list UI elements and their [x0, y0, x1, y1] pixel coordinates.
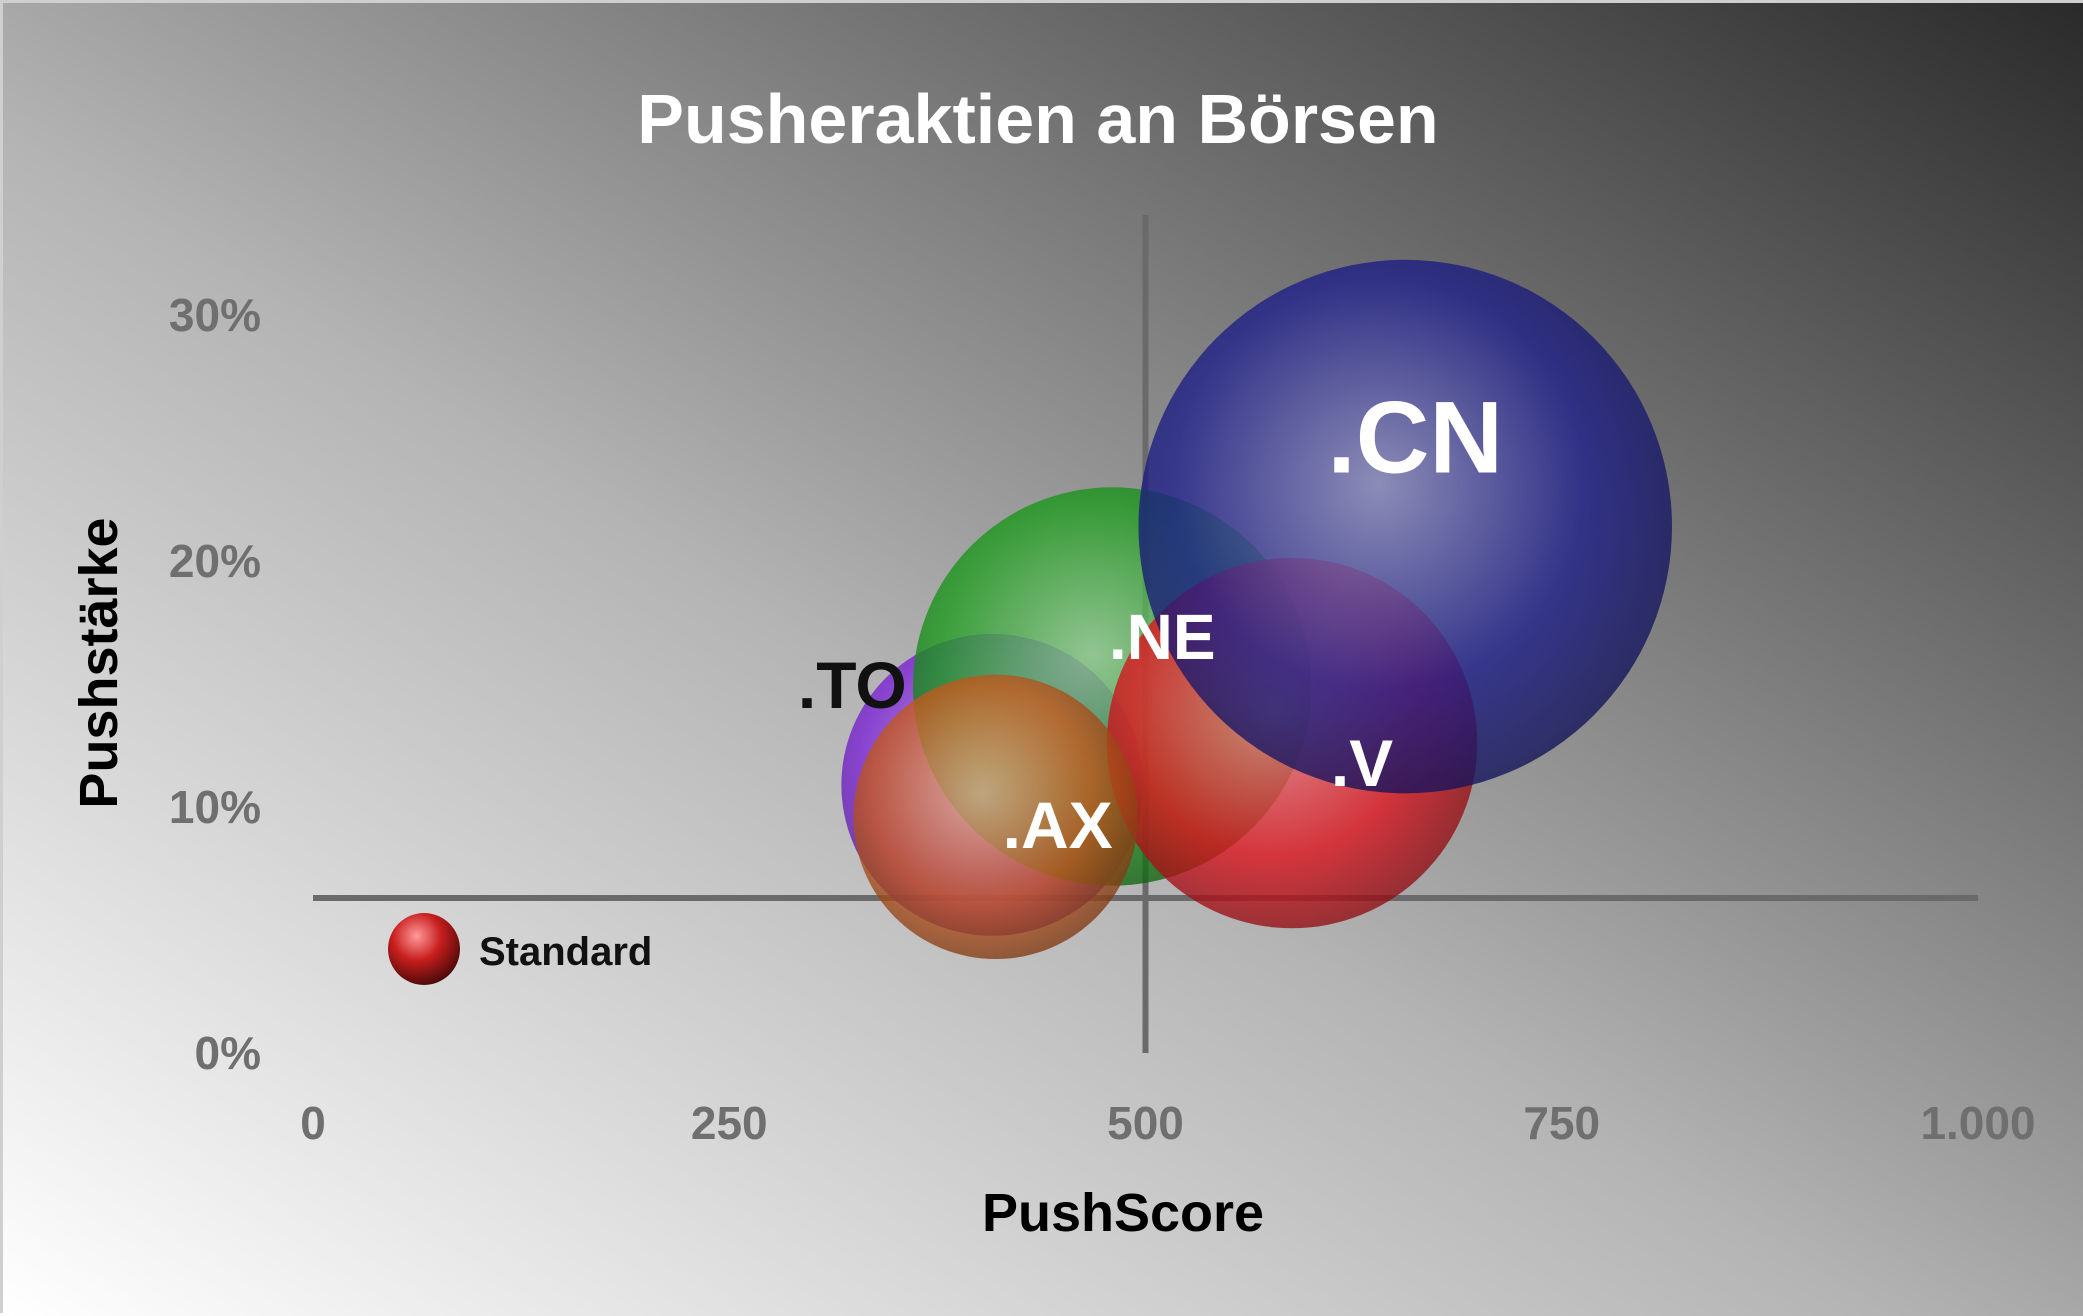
x-tick-label: 1.000: [1920, 1097, 2035, 1149]
x-axis-title: PushScore: [982, 1183, 1264, 1243]
x-tick-label: 750: [1523, 1097, 1600, 1149]
bubble-label-to: .TO: [798, 648, 907, 722]
bubble-label-v: .V: [1331, 726, 1393, 800]
bubble-series: [841, 259, 1673, 960]
x-tick-label: 0: [300, 1097, 326, 1149]
bubble-label-ne: .NE: [1109, 601, 1216, 673]
y-tick-label: 0%: [195, 1027, 261, 1079]
y-tick-label: 30%: [169, 289, 261, 341]
bubble-label-ax: .AX: [1003, 788, 1113, 862]
bubble-label-cn: .CN: [1327, 380, 1503, 494]
y-tick-label: 20%: [169, 535, 261, 587]
bubble-cn: [1138, 259, 1673, 794]
x-tick-label: 250: [691, 1097, 768, 1149]
y-axis-title: Pushstärke: [69, 517, 129, 808]
bubble-ax: [853, 674, 1138, 960]
legend-marker-standard: [388, 913, 460, 985]
y-tick-label: 10%: [169, 781, 261, 833]
bubble-labels: .TO .NE .V .CN .AX: [798, 380, 1503, 862]
chart-title: Pusheraktien an Börsen: [637, 80, 1438, 158]
y-axis-ticks: 0% 10% 20% 30%: [169, 289, 261, 1079]
legend-label-standard: Standard: [479, 930, 652, 974]
x-tick-label: 500: [1107, 1097, 1184, 1149]
legend: Standard: [388, 913, 652, 985]
bubble-chart: Pusheraktien an Börsen 0% 10% 20% 30% 0 250 5…: [3, 3, 2083, 1316]
x-axis-ticks: 0 250 500 750 1.000: [300, 1097, 2035, 1149]
